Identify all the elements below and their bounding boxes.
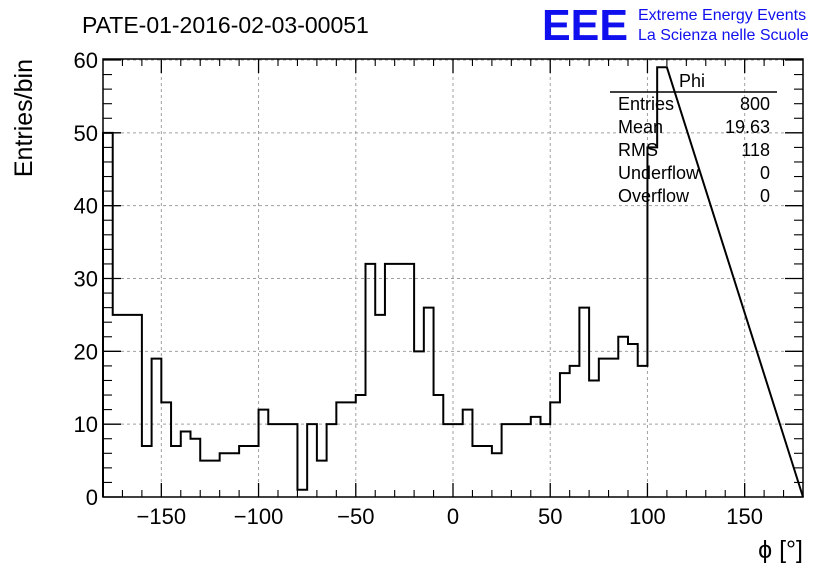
logo-line-1: Extreme Energy Events — [638, 7, 806, 24]
x-tick-label: −100 — [234, 504, 284, 529]
histogram-bin — [297, 490, 307, 497]
histogram-bin — [191, 439, 201, 497]
x-tick-label: −150 — [137, 504, 187, 529]
y-tick-label: 50 — [74, 121, 98, 146]
histogram-bin — [434, 395, 444, 497]
histogram-bin — [502, 424, 512, 497]
x-axis-label: ϕ [°] — [758, 536, 803, 564]
histogram-bin — [152, 359, 162, 497]
histogram-bin — [511, 424, 530, 497]
histogram-bin — [356, 395, 366, 497]
histogram-bin — [220, 453, 239, 497]
histogram-bin — [317, 461, 327, 497]
histogram-bin — [327, 424, 337, 497]
histogram-bin — [249, 446, 259, 497]
histogram-bin — [268, 424, 297, 497]
histogram-bin — [492, 453, 502, 497]
x-tick-label: 100 — [629, 504, 666, 529]
histogram-bin — [200, 461, 210, 497]
histogram-bin — [599, 359, 618, 497]
histogram-bin — [181, 431, 191, 497]
histogram-bin — [579, 308, 589, 497]
histogram-bin — [375, 315, 385, 497]
histogram-bin — [366, 264, 376, 497]
histogram-bin — [482, 446, 492, 497]
grid — [103, 59, 803, 497]
stats-value: 118 — [741, 140, 770, 160]
stats-value: 19.63 — [725, 117, 770, 137]
stats-value: 0 — [760, 163, 770, 183]
histogram-bin — [103, 133, 113, 497]
y-tick-label: 40 — [74, 194, 98, 219]
histogram-bin — [472, 446, 482, 497]
histogram-bin — [570, 366, 580, 497]
histogram-outline — [102, 66, 804, 498]
chart-title: PATE-01-2016-02-03-00051 — [82, 12, 369, 38]
histogram-bin — [113, 315, 142, 497]
histogram-bins — [102, 66, 804, 498]
y-axis-label: Entries/bin — [10, 59, 38, 177]
logo-line-2: La Scienza nelle Scuole — [638, 27, 809, 44]
histogram-bin — [638, 366, 648, 497]
plot-frame — [102, 58, 804, 498]
histogram-bin — [453, 424, 463, 497]
x-tick-label: 0 — [447, 504, 459, 529]
histogram-bin — [550, 402, 560, 497]
histogram-bin — [531, 417, 541, 497]
stats-value: 800 — [740, 94, 770, 114]
histogram-bin — [414, 351, 424, 497]
y-tick-label: 60 — [74, 48, 98, 73]
y-tick-label: 10 — [74, 412, 98, 437]
stats-title: Phi — [679, 71, 705, 91]
logo-mark: EEE — [542, 1, 628, 50]
y-tick-label: 20 — [74, 339, 98, 364]
histogram-bin — [618, 337, 628, 497]
eee-logo: EEE Extreme Energy Events La Scienza nel… — [542, 1, 809, 50]
histogram-bin — [424, 308, 434, 497]
stats-label: Underflow — [618, 163, 700, 183]
stats-label: Entries — [618, 94, 674, 114]
stats-label: Mean — [618, 117, 663, 137]
x-tick-label: 50 — [538, 504, 562, 529]
histogram-bin — [385, 264, 414, 497]
histogram-bin — [346, 402, 356, 497]
stats-label: RMS — [618, 140, 658, 160]
y-tick-label: 30 — [74, 267, 98, 292]
histogram-bin — [336, 402, 346, 497]
histogram-bin — [443, 424, 453, 497]
histogram-bin — [210, 461, 220, 497]
histogram-bin — [259, 410, 269, 497]
histogram-bin — [239, 446, 249, 497]
x-tick-label: −50 — [337, 504, 374, 529]
histogram-bin — [589, 380, 599, 497]
stats-value: 0 — [760, 186, 770, 206]
histogram-bin — [628, 344, 638, 497]
axis-ticks: −150 −100 −50 0 50 100 150 0 10 20 30 40 50 60 — [74, 48, 803, 529]
histogram-bin — [161, 402, 171, 497]
stats-box: Phi Entries 800 Mean 19.63 RMS 118 Underflow 0 O… — [610, 71, 777, 206]
histogram-bin — [541, 424, 551, 497]
y-tick-label: 0 — [86, 485, 98, 510]
histogram-bin — [142, 446, 152, 497]
histogram-bin — [463, 410, 473, 497]
histogram-bin — [560, 373, 570, 497]
stats-label: Overflow — [618, 186, 690, 206]
histogram-bin — [307, 424, 317, 497]
x-tick-label: 150 — [726, 504, 763, 529]
histogram-bin — [171, 446, 181, 497]
